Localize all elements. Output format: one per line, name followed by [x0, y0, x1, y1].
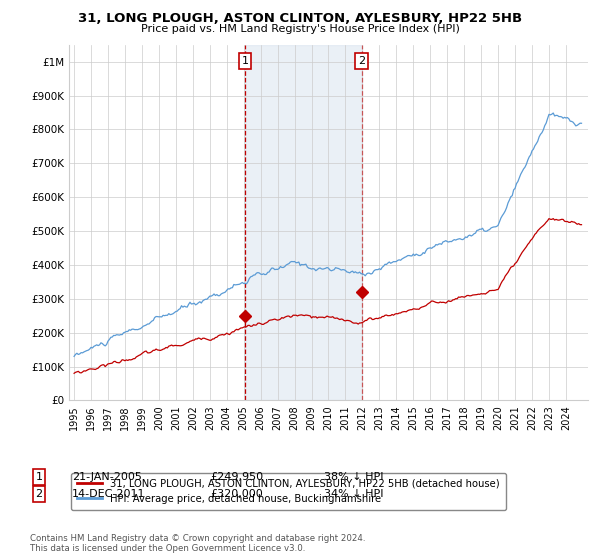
Text: £320,000: £320,000	[210, 489, 263, 499]
Text: 14-DEC-2011: 14-DEC-2011	[72, 489, 146, 499]
Text: 34% ↓ HPI: 34% ↓ HPI	[324, 489, 383, 499]
Text: 1: 1	[35, 472, 43, 482]
Bar	[245, 45, 362, 400]
Text: 2: 2	[35, 489, 43, 499]
Text: 38% ↓ HPI: 38% ↓ HPI	[324, 472, 383, 482]
Text: 21-JAN-2005: 21-JAN-2005	[72, 472, 142, 482]
Text: 31, LONG PLOUGH, ASTON CLINTON, AYLESBURY, HP22 5HB: 31, LONG PLOUGH, ASTON CLINTON, AYLESBUR…	[78, 12, 522, 25]
Text: Price paid vs. HM Land Registry's House Price Index (HPI): Price paid vs. HM Land Registry's House …	[140, 24, 460, 34]
Text: Contains HM Land Registry data © Crown copyright and database right 2024.
This d: Contains HM Land Registry data © Crown c…	[30, 534, 365, 553]
Text: 2: 2	[358, 56, 365, 66]
Text: 1: 1	[242, 56, 248, 66]
Text: £249,950: £249,950	[210, 472, 263, 482]
Legend: 31, LONG PLOUGH, ASTON CLINTON, AYLESBURY, HP22 5HB (detached house), HPI: Avera: 31, LONG PLOUGH, ASTON CLINTON, AYLESBUR…	[71, 473, 506, 510]
